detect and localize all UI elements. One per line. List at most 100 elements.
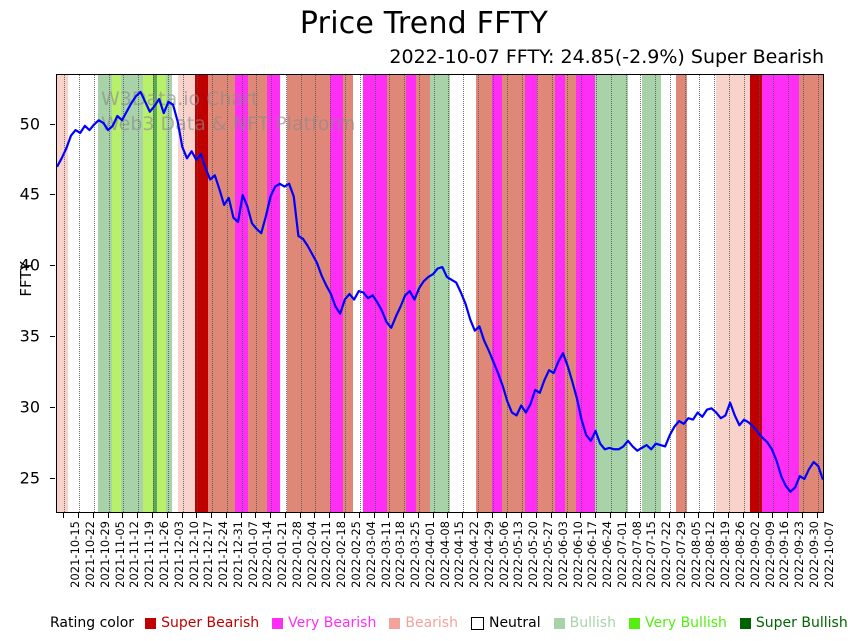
x-tick-mark: [166, 513, 168, 518]
rating-band: [491, 75, 503, 512]
x-tick-mark: [373, 513, 375, 518]
rating-band: [143, 75, 153, 512]
legend-item-label: Neutral: [488, 615, 541, 631]
x-tick-label: 2022-06-03: [555, 521, 570, 588]
x-tick-label: 2022-02-18: [334, 521, 349, 588]
rating-band: [156, 75, 167, 512]
x-tick-mark: [654, 513, 656, 518]
legend-item[interactable]: Super Bullish: [739, 615, 848, 631]
x-tick-mark: [152, 513, 153, 518]
x-tick-mark: [329, 513, 331, 518]
x-tick-label: 2022-05-27: [541, 521, 555, 588]
legend-item[interactable]: Super Bearish: [145, 615, 259, 631]
x-tick-label: 2022-05-20: [526, 521, 541, 588]
x-tick-label: 2022-08-12: [703, 521, 718, 588]
rating-band: [287, 75, 331, 512]
x-tick-mark: [772, 513, 774, 518]
x-tick-mark: [63, 513, 65, 518]
rating-band: [525, 75, 537, 512]
y-tick-label: 25: [19, 468, 40, 488]
rating-band: [67, 75, 99, 512]
x-tick-mark: [417, 513, 419, 518]
legend-item[interactable]: Neutral: [470, 615, 541, 631]
x-tick-label: 2022-01-21: [275, 521, 290, 588]
x-tick-mark: [550, 513, 552, 518]
x-tick-mark: [816, 513, 818, 518]
rating-band: [166, 75, 173, 512]
x-tick-label: 2022-02-25: [349, 521, 363, 588]
x-tick-mark: [255, 513, 257, 518]
x-tick-label: 2022-01-07: [245, 521, 260, 588]
y-tick-mark: [50, 265, 55, 267]
x-tick-label: 2022-04-29: [481, 521, 496, 588]
legend-item-label: Bullish: [569, 615, 616, 631]
x-tick-label: 2021-10-22: [83, 521, 98, 588]
rating-band: [537, 75, 555, 512]
x-tick-label: 2022-06-24: [600, 521, 615, 588]
x-tick-mark: [698, 513, 700, 518]
x-tick-label: 2022-04-01: [422, 521, 437, 588]
legend-item-label: Super Bullish: [755, 615, 848, 631]
x-tick-mark: [506, 513, 508, 518]
x-tick-mark: [639, 513, 641, 518]
rating-band: [387, 75, 407, 512]
x-tick-mark: [462, 513, 464, 518]
rating-band: [416, 75, 431, 512]
x-tick-label: 2022-03-25: [408, 521, 423, 588]
x-tick-label: 2022-09-02: [747, 521, 762, 588]
rating-band: [762, 75, 799, 512]
x-tick-mark: [122, 513, 124, 518]
x-tick-mark: [447, 513, 449, 518]
rating-band: [195, 75, 208, 512]
x-tick-label: 2022-07-01: [614, 521, 629, 588]
x-tick-mark: [757, 513, 759, 518]
rating-band: [686, 75, 716, 512]
rating-band: [565, 75, 577, 512]
legend-item[interactable]: Bullish: [553, 615, 616, 631]
x-tick-label: 2022-03-04: [363, 521, 378, 588]
legend-item-label: Super Bearish: [161, 615, 260, 631]
x-tick-mark: [181, 513, 183, 518]
x-tick-label: 2022-09-30: [806, 521, 821, 588]
legend-swatch-icon: [628, 617, 640, 629]
legend-item[interactable]: Very Bearish: [272, 615, 376, 631]
x-tick-label: 2022-08-19: [718, 521, 733, 588]
legend-swatch-icon: [739, 617, 751, 629]
x-tick-mark: [270, 513, 272, 518]
x-tick-mark: [78, 513, 80, 518]
x-tick-label: 2022-10-07: [821, 521, 836, 588]
price-line: [57, 75, 823, 513]
legend-item-label: Very Bullish: [644, 615, 727, 631]
legend-item[interactable]: Very Bullish: [628, 615, 727, 631]
legend-item[interactable]: Bearish: [389, 615, 458, 631]
rating-band: [120, 75, 143, 512]
x-tick-label: 2021-12-31: [230, 521, 245, 588]
x-tick-mark: [595, 513, 597, 518]
rating-band: [660, 75, 676, 512]
x-tick-label: 2022-07-15: [644, 521, 659, 588]
rating-band: [576, 75, 595, 512]
chart-subtitle: 2022-10-07 FFTY: 24.85(-2.9%) Super Bear…: [389, 46, 824, 68]
chart-title: Price Trend FFTY: [299, 6, 549, 41]
y-tick-label: 50: [19, 114, 40, 134]
legend-swatch-icon: [272, 617, 284, 629]
x-tick-mark: [728, 513, 729, 518]
rating-band: [280, 75, 288, 512]
x-tick-label: 2022-07-29: [673, 521, 688, 588]
x-tick-mark: [668, 513, 670, 518]
x-tick-mark: [536, 513, 537, 518]
legend: Rating color Super Bearish Very Bearish Be…: [50, 612, 848, 634]
x-tick-mark: [403, 513, 405, 518]
x-tick-label: 2021-10-29: [97, 521, 112, 588]
x-tick-label: 2022-07-08: [629, 521, 644, 588]
rating-band: [172, 75, 179, 512]
rating-band: [554, 75, 566, 512]
x-tick-label: 2021-12-17: [201, 521, 216, 588]
rating-band: [676, 75, 687, 512]
x-tick-mark: [801, 513, 803, 518]
y-tick-label: 30: [19, 397, 40, 417]
x-tick-mark: [92, 513, 94, 518]
x-tick-label: 2021-11-26: [157, 521, 171, 588]
x-tick-mark: [107, 513, 109, 518]
